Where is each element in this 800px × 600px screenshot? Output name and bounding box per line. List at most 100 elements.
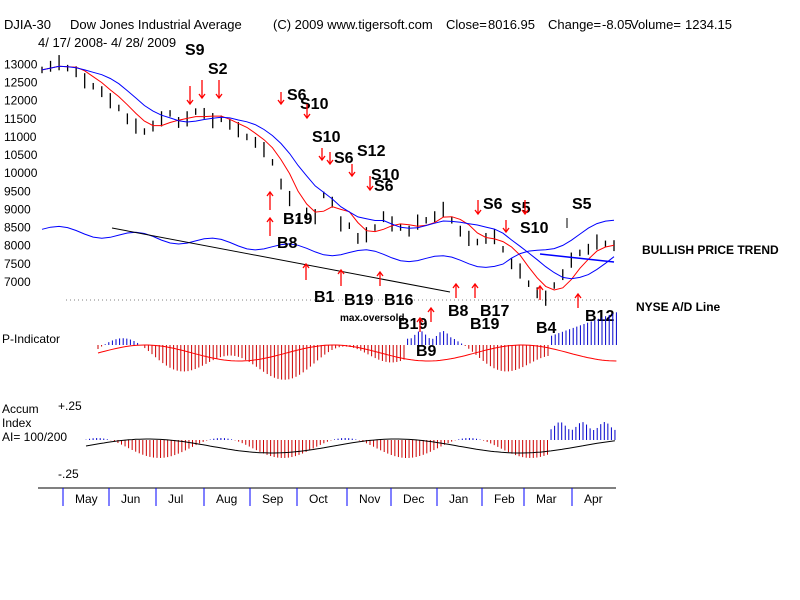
index-name: Dow Jones Industrial Average	[70, 17, 242, 32]
signal-arrowhead	[427, 306, 435, 313]
signal-arrowhead	[348, 171, 356, 178]
signal-label: B19	[398, 316, 427, 333]
signal-arrowhead	[536, 284, 544, 291]
signal-label: B1	[314, 289, 335, 306]
signal-label: S10	[371, 167, 400, 184]
y-tick-label: 12000	[4, 94, 38, 108]
signal-arrowhead	[302, 262, 310, 269]
signal-label: S12	[357, 143, 386, 160]
copyright: (C) 2009 www.tigersoft.com	[273, 17, 433, 32]
signal-label: B19	[470, 316, 499, 333]
signal-label: S5	[511, 200, 531, 217]
month-label: Oct	[309, 492, 328, 506]
ad-line-label: NYSE A/D Line	[636, 300, 721, 314]
close-label: Close=	[446, 17, 487, 32]
y-tick-label: 8500	[4, 221, 31, 235]
signal-label: S6	[483, 196, 503, 213]
month-axis: May Jun Jul Aug Sep Oct Nov Dec Jan Feb Mar Apr	[62, 488, 603, 506]
signal-arrowhead	[376, 270, 384, 277]
signal-label: B19	[283, 211, 312, 228]
signal-arrowhead	[277, 99, 285, 106]
signal-arrowhead	[366, 185, 374, 192]
signal-arrowhead	[186, 99, 194, 106]
volume-label: Volume=	[630, 17, 681, 32]
signal-label: B16	[384, 292, 413, 309]
month-label: Apr	[584, 492, 603, 506]
signal-label: B12	[585, 308, 614, 325]
signal-arrowhead	[574, 292, 582, 299]
month-label: Aug	[216, 492, 237, 506]
accum-index-bars	[85, 422, 616, 458]
ai-label: AI= 100/200	[2, 430, 67, 444]
change-value: -8.05	[602, 17, 632, 32]
accum-bottom-value: -.25	[58, 467, 79, 481]
signal-arrowhead	[266, 216, 274, 223]
y-tick-label: 7500	[4, 257, 31, 271]
signal-label: S6	[287, 87, 307, 104]
accum-average	[85, 438, 615, 454]
volume-value: 1234.15	[685, 17, 732, 32]
y-tick-label: 10500	[4, 148, 38, 162]
p-indicator-average	[97, 344, 617, 362]
date-range: 4/ 17/ 2008- 4/ 28/ 2009	[38, 35, 176, 50]
signal-label: S2	[208, 61, 228, 78]
y-tick-label: 9500	[4, 184, 31, 198]
accum-top-value: +.25	[58, 399, 82, 413]
month-label: Nov	[359, 492, 380, 506]
index-label: Index	[2, 416, 31, 430]
y-tick-label: 7000	[4, 275, 31, 289]
price-plot	[41, 55, 615, 306]
signal-arrowhead	[198, 93, 206, 100]
y-tick-label: 8000	[4, 239, 31, 253]
p-indicator-label: P-Indicator	[2, 332, 60, 346]
change-label: Change=	[548, 17, 601, 32]
month-label: Jun	[121, 492, 140, 506]
signal-label: S10	[300, 96, 329, 113]
month-label: Sep	[262, 492, 284, 506]
signal-label: S6	[374, 178, 394, 195]
month-label: Dec	[403, 492, 424, 506]
accum-label: Accum	[2, 402, 39, 416]
signal-arrowhead	[502, 227, 510, 234]
signal-label: S6	[334, 150, 354, 167]
signal-arrowhead	[471, 282, 479, 289]
signal-label: S9	[185, 42, 205, 59]
signal-arrowhead	[303, 113, 311, 120]
signal-arrowhead	[416, 316, 424, 323]
month-label: Feb	[494, 492, 515, 506]
y-tick-label: 11000	[4, 130, 37, 144]
y-tick-label: 12500	[4, 76, 38, 90]
y-tick-label: 10000	[4, 166, 38, 180]
month-label: Jul	[168, 492, 183, 506]
y-tick-label: 9000	[4, 202, 31, 216]
y-tick-label: 13000	[4, 57, 38, 71]
signal-label: B19	[344, 292, 373, 309]
ticker-label: DJIA-30	[4, 17, 51, 32]
signal-label: S10	[520, 220, 549, 237]
signal-label: B17	[480, 303, 509, 320]
y-tick-label: 11500	[4, 112, 37, 126]
slow-moving-average	[41, 65, 615, 280]
signal-arrowhead	[326, 159, 334, 166]
bullish-trend-label: BULLISH PRICE TREND	[642, 243, 779, 257]
signal-arrowhead	[318, 155, 326, 162]
signal-arrowhead	[337, 268, 345, 275]
month-label: Jan	[449, 492, 468, 506]
month-label: May	[75, 492, 98, 506]
signal-label: B8	[277, 235, 298, 252]
signal-label: B8	[448, 303, 469, 320]
close-value: 8016.95	[488, 17, 535, 32]
signal-arrowhead	[521, 209, 529, 216]
ma-extension	[539, 253, 615, 263]
signal-arrowhead	[474, 209, 482, 216]
signal-label: S10	[312, 129, 341, 146]
downtrend-line	[111, 227, 451, 293]
signal-arrowhead	[452, 282, 460, 289]
signal-label: B9	[416, 343, 437, 360]
month-label: Mar	[536, 492, 557, 506]
max-oversold-label: max.oversold	[340, 313, 404, 324]
signal-arrowhead	[215, 93, 223, 100]
signal-arrowhead	[266, 190, 274, 197]
